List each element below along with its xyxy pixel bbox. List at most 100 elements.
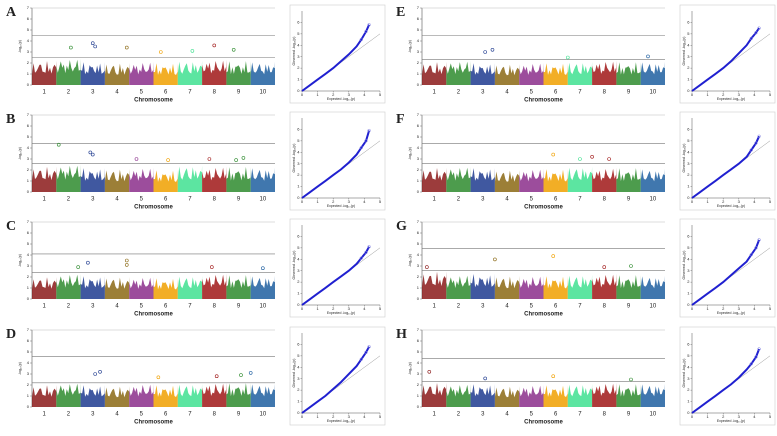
x-tick-label: 5 bbox=[769, 306, 772, 311]
y-tick-label: 4 bbox=[417, 252, 420, 257]
y-tick-label: 6 bbox=[687, 126, 690, 131]
chromosome-cluster bbox=[153, 278, 178, 299]
chromosome-cluster bbox=[250, 383, 275, 407]
peak-point bbox=[76, 265, 80, 269]
chromosome-cluster bbox=[494, 386, 520, 407]
y-tick-label: 4 bbox=[297, 364, 300, 369]
panel-label: F bbox=[396, 112, 405, 127]
y-tick-label: 3 bbox=[27, 156, 30, 161]
chromosome-cluster bbox=[153, 170, 178, 192]
x-tick-label: 4 bbox=[363, 92, 366, 97]
x-axis-label: Chromosome bbox=[524, 312, 563, 318]
x-tick-label: 4 bbox=[115, 197, 119, 203]
x-tick-label: 1 bbox=[706, 92, 709, 97]
chromosome-cluster bbox=[592, 273, 617, 299]
chromosome-cluster bbox=[80, 385, 105, 407]
y-tick-label: 4 bbox=[417, 360, 420, 365]
y-tick-label: 5 bbox=[297, 138, 300, 143]
peak-point bbox=[156, 375, 161, 380]
chromosome-cluster bbox=[202, 59, 227, 85]
x-tick-label: 4 bbox=[505, 304, 509, 310]
qq-line bbox=[691, 239, 761, 306]
x-tick-label: 1 bbox=[316, 414, 319, 419]
x-tick-label: 3 bbox=[738, 306, 741, 311]
chromosome-cluster bbox=[640, 383, 665, 407]
x-tick-label: 3 bbox=[348, 92, 351, 97]
qq-point bbox=[364, 250, 368, 255]
y-tick-label: 4 bbox=[417, 145, 420, 150]
qq-point bbox=[749, 148, 753, 152]
y-tick-label: 2 bbox=[27, 167, 30, 172]
y-tick-label: 6 bbox=[27, 338, 30, 343]
x-tick-label: 6 bbox=[554, 197, 558, 203]
chromosome-cluster bbox=[494, 275, 520, 299]
chromosome-cluster bbox=[567, 274, 593, 299]
x-tick-label: 1 bbox=[316, 306, 319, 311]
y-tick-label: 2 bbox=[297, 279, 300, 284]
chromosome-cluster bbox=[80, 61, 105, 85]
y-tick-label: 6 bbox=[417, 230, 420, 235]
y-tick-label: 1 bbox=[297, 399, 300, 404]
qq-point bbox=[754, 246, 758, 250]
x-tick-label: 5 bbox=[379, 199, 382, 204]
qq-point bbox=[749, 362, 753, 366]
chromosome-cluster bbox=[446, 383, 471, 407]
chromosome-cluster bbox=[80, 167, 105, 192]
y-tick-label: 4 bbox=[27, 360, 30, 365]
x-tick-label: 5 bbox=[379, 92, 382, 97]
y-tick-label: 5 bbox=[27, 134, 30, 139]
y-axis-label: -log₁₀(p) bbox=[408, 362, 412, 375]
y-tick-label: 0 bbox=[687, 410, 690, 415]
chromosome-cluster bbox=[153, 385, 178, 407]
peak-point bbox=[69, 45, 73, 50]
peak-point bbox=[490, 47, 495, 52]
x-tick-label: 7 bbox=[188, 90, 192, 96]
chromosome-cluster bbox=[616, 61, 641, 85]
chromosome-cluster bbox=[567, 166, 593, 192]
x-tick-label: 10 bbox=[260, 412, 267, 418]
x-tick-label: 0 bbox=[301, 306, 304, 311]
peak-point bbox=[629, 377, 633, 382]
y-tick-label: 4 bbox=[687, 42, 690, 47]
y-tick-label: 5 bbox=[297, 245, 300, 250]
x-tick-label: 5 bbox=[530, 304, 534, 310]
y-tick-label: 3 bbox=[417, 263, 420, 268]
x-tick-label: 1 bbox=[316, 92, 319, 97]
y-tick-label: 2 bbox=[687, 172, 690, 177]
x-tick-label: 1 bbox=[432, 90, 436, 96]
qq-point bbox=[754, 141, 758, 145]
x-tick-label: 5 bbox=[140, 90, 144, 96]
x-tick-label: 7 bbox=[578, 304, 582, 310]
x-tick-label: 2 bbox=[722, 92, 725, 97]
y-tick-label: 1 bbox=[687, 399, 690, 404]
x-tick-label: 4 bbox=[115, 90, 119, 96]
chromosome-cluster bbox=[104, 386, 130, 407]
y-tick-label: 3 bbox=[687, 161, 690, 166]
y-tick-label: 3 bbox=[417, 371, 420, 376]
peak-point bbox=[56, 142, 61, 147]
y-axis-label: -log₁₀(p) bbox=[18, 40, 22, 53]
x-tick-label: 6 bbox=[554, 304, 558, 310]
x-tick-label: 2 bbox=[332, 414, 335, 419]
x-tick-label: 2 bbox=[457, 412, 461, 418]
x-axis-label: Expected -log₁₀(p) bbox=[717, 311, 745, 315]
chromosome-cluster bbox=[446, 166, 471, 192]
peak-point bbox=[629, 264, 633, 268]
x-tick-label: 4 bbox=[115, 304, 119, 310]
y-tick-label: 2 bbox=[297, 65, 300, 70]
chromosome-cluster bbox=[592, 167, 617, 192]
peak-point bbox=[565, 55, 570, 60]
qq-point bbox=[359, 146, 363, 150]
y-tick-label: 1 bbox=[417, 393, 420, 398]
peak-point bbox=[248, 371, 253, 375]
peak-point bbox=[214, 374, 219, 379]
x-tick-label: 3 bbox=[738, 414, 741, 419]
x-tick-label: 3 bbox=[481, 197, 485, 203]
chromosome-cluster bbox=[470, 63, 495, 85]
qq-frame bbox=[679, 218, 776, 318]
y-tick-label: 3 bbox=[297, 376, 300, 381]
y-tick-label: 5 bbox=[297, 353, 300, 358]
x-tick-label: 6 bbox=[554, 412, 558, 418]
y-tick-label: 0 bbox=[297, 195, 300, 200]
x-tick-label: 1 bbox=[42, 304, 46, 310]
